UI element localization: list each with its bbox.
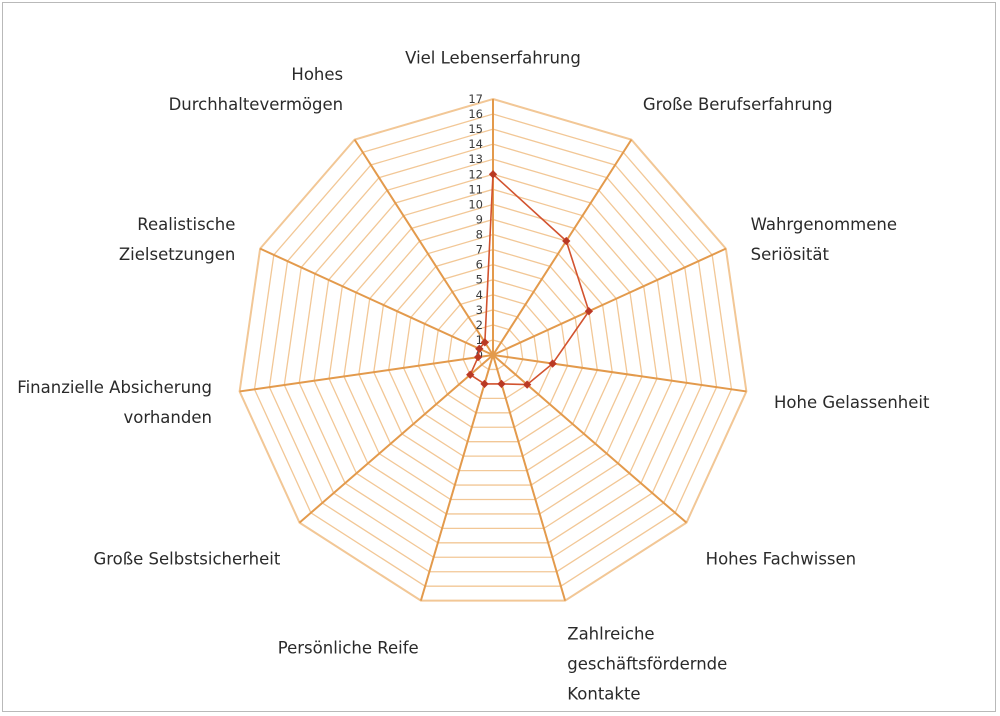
tick-label-7: 7 <box>476 243 483 257</box>
grid-ring-13 <box>298 158 688 544</box>
radar-spokes <box>239 99 747 601</box>
tick-label-14: 14 <box>468 137 483 151</box>
tick-label-1: 1 <box>476 333 483 347</box>
category-label-3: Hohe Gelassenheit <box>774 393 930 412</box>
spoke-10 <box>353 139 494 356</box>
data-point-3 <box>548 359 557 368</box>
category-label-10: Hohes Durchhaltevermögen <box>169 65 344 114</box>
category-label-0: Viel Lebenserfahrung <box>405 49 581 68</box>
tick-label-12: 12 <box>468 167 483 181</box>
grid-ring-9 <box>358 218 628 486</box>
spoke-9 <box>259 247 494 356</box>
grid-ring-11 <box>328 188 658 515</box>
category-label-2: Wahrgenommene Seriösität <box>751 215 897 264</box>
tick-label-11: 11 <box>468 182 483 196</box>
grid-ring-17 <box>238 97 748 602</box>
grid-ring-10 <box>343 203 643 501</box>
category-label-8: Finanzielle Absicherung vorhanden <box>17 378 212 427</box>
category-label-9: Realistische Zielsetzungen <box>119 215 236 264</box>
category-label-line: Finanzielle Absicherung <box>17 378 212 397</box>
spoke-7 <box>298 354 494 524</box>
tick-label-2: 2 <box>476 318 483 332</box>
grid-ring-5 <box>417 279 569 428</box>
tick-label-5: 5 <box>476 273 483 287</box>
category-label-4: Hohes Fachwissen <box>706 550 856 569</box>
category-label-line: Große Berufserfahrung <box>643 95 833 114</box>
grid-ring-6 <box>402 263 584 443</box>
category-label-line: Große Selbstsicherheit <box>93 550 280 569</box>
category-label-line: Zahlreiche <box>567 625 654 644</box>
data-point-9 <box>475 344 484 353</box>
category-label-6: Persönliche Reife <box>278 639 419 658</box>
category-label-5: Zahlreiche geschäftsfördernde Kontakte <box>567 625 727 704</box>
grid-ring-14 <box>283 143 703 558</box>
category-label-1: Große Berufserfahrung <box>643 95 833 114</box>
category-label-line: Wahrgenommene <box>751 215 897 234</box>
spoke-5 <box>492 354 567 601</box>
tick-label-13: 13 <box>468 152 483 166</box>
spoke-2 <box>492 247 727 356</box>
tick-label-15: 15 <box>468 122 483 136</box>
category-labels: Viel Lebenserfahrung Große Berufserfahrun… <box>17 49 930 704</box>
grid-ring-8 <box>373 233 613 472</box>
grid-ring-15 <box>268 128 718 573</box>
spoke-1 <box>492 139 633 356</box>
category-label-line: Durchhaltevermögen <box>169 95 344 114</box>
category-label-line: Hohes Fachwissen <box>706 550 856 569</box>
spoke-6 <box>419 354 494 601</box>
grid-ring-12 <box>313 173 673 530</box>
tick-label-8: 8 <box>476 228 483 242</box>
category-label-line: Persönliche Reife <box>278 639 419 658</box>
grid-ring-4 <box>432 294 554 414</box>
category-label-line: Kontakte <box>567 685 640 704</box>
tick-label-4: 4 <box>476 288 483 302</box>
tick-label-6: 6 <box>476 258 483 272</box>
category-label-7: Große Selbstsicherheit <box>93 550 280 569</box>
grid-ring-7 <box>387 248 599 457</box>
data-point-1 <box>562 236 571 246</box>
data-point-8 <box>473 352 483 362</box>
spoke-8 <box>239 354 494 393</box>
category-label-line: Seriösität <box>751 245 830 264</box>
spoke-3 <box>492 354 747 393</box>
data-point-7 <box>466 370 475 379</box>
tick-label-17: 17 <box>468 92 483 106</box>
tick-label-10: 10 <box>468 197 483 211</box>
data-point-5 <box>497 379 506 389</box>
category-label-line: vorhanden <box>124 408 212 427</box>
category-label-line: geschäftsfördernde <box>567 655 727 674</box>
category-label-line: Realistische <box>137 215 235 234</box>
data-point-6 <box>480 379 489 389</box>
data-point-0 <box>488 170 498 179</box>
category-label-line: Viel Lebenserfahrung <box>405 49 581 68</box>
category-label-line: Hohe Gelassenheit <box>774 393 930 412</box>
tick-label-3: 3 <box>476 303 483 317</box>
radar-series <box>466 170 594 389</box>
grid-ring-16 <box>253 113 733 587</box>
category-label-line: Zielsetzungen <box>119 245 236 264</box>
data-point-4 <box>522 380 532 389</box>
tick-label-16: 16 <box>468 107 483 121</box>
tick-label-9: 9 <box>476 212 483 226</box>
radar-grid <box>238 97 748 602</box>
category-label-line: Hohes <box>291 65 343 84</box>
data-point-2 <box>584 307 594 316</box>
data-point-10 <box>480 338 490 347</box>
grid-ring-3 <box>447 309 539 400</box>
